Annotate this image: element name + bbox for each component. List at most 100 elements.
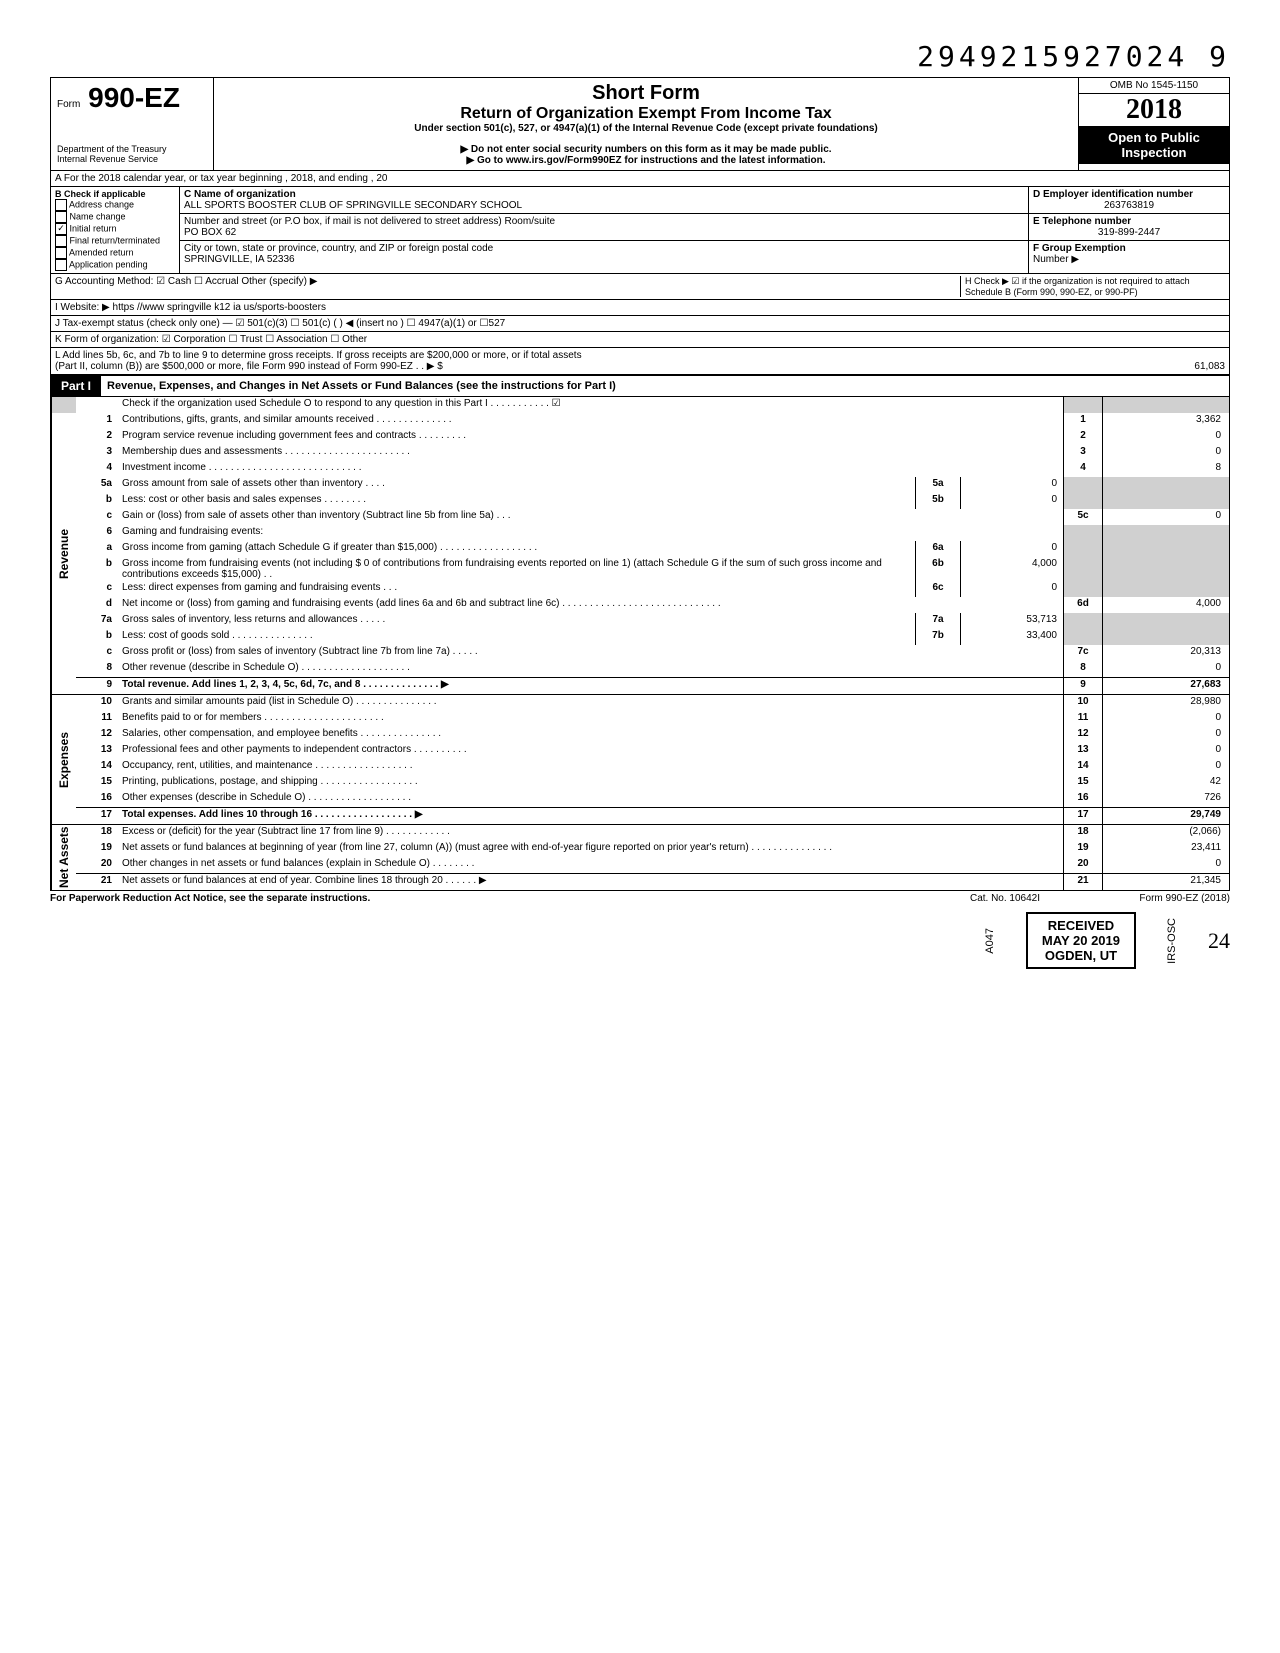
end-col: 21 [1063,874,1102,890]
dln-number: 2949215927024 9 [50,40,1230,73]
line-desc: Net assets or fund balances at beginning… [118,841,1063,857]
end-val: 0 [1102,509,1229,525]
mid-col: 7a [915,613,960,629]
line-num: b [76,629,118,645]
dept-label: Department of the Treasury [57,144,207,154]
chk-label: Final return/terminated [70,235,161,245]
line-num: 7a [76,613,118,629]
schedule-o-check: Check if the organization used Schedule … [118,397,1063,413]
line-desc: Gross income from gaming (attach Schedul… [118,541,915,557]
row-l-line1: L Add lines 5b, 6c, and 7b to line 9 to … [55,350,1225,361]
end-col: 11 [1063,711,1102,727]
mid-col: 5a [915,477,960,493]
line-desc: Net assets or fund balances at end of ye… [118,874,1063,890]
line-num: c [76,509,118,525]
warning-1: ▶ Do not enter social security numbers o… [222,144,1070,155]
row-l-value: 61,083 [1115,361,1225,372]
irs-label: Internal Revenue Service [57,154,207,164]
part-1-title: Revenue, Expenses, and Changes in Net As… [101,378,1229,394]
chk-initial-return[interactable]: ✓ Initial return [55,223,175,235]
name-label: C Name of organization [184,189,1024,200]
chk-amended[interactable]: Amended return [55,247,175,259]
omb-number: OMB No 1545-1150 [1079,78,1229,94]
line-desc: Printing, publications, postage, and shi… [118,775,1063,791]
chk-pending[interactable]: Application pending [55,259,175,271]
expenses-side-label: Expenses [51,695,76,824]
line-num: 19 [76,841,118,857]
line-num: 3 [76,445,118,461]
mid-val: 33,400 [960,629,1063,645]
line-desc: Gross income from fundraising events (no… [118,557,915,581]
mid-val: 0 [960,541,1063,557]
mid-col: 7b [915,629,960,645]
short-form-title: Short Form [222,82,1070,105]
line-num: 4 [76,461,118,477]
street-label: Number and street (or P.O box, if mail i… [184,216,1024,227]
group-number: Number ▶ [1033,254,1225,265]
line-num: 10 [76,695,118,711]
form-990ez: 990-EZ [88,82,180,113]
end-val: 29,749 [1102,808,1229,824]
phone-label: E Telephone number [1033,216,1225,227]
line-desc: Other changes in net assets or fund bala… [118,857,1063,873]
end-col: 19 [1063,841,1102,857]
row-l-line2: (Part II, column (B)) are $500,000 or mo… [55,361,1115,372]
city-label: City or town, state or province, country… [184,243,1024,254]
line-desc: Membership dues and assessments . . . . … [118,445,1063,461]
line-num: 12 [76,727,118,743]
main-title: Return of Organization Exempt From Incom… [222,105,1070,123]
phone-value: 319-899-2447 [1033,227,1225,238]
line-desc: Salaries, other compensation, and employ… [118,727,1063,743]
end-val: 0 [1102,429,1229,445]
mid-val: 0 [960,477,1063,493]
line-num: b [76,493,118,509]
chk-final-return[interactable]: Final return/terminated [55,235,175,247]
end-col: 20 [1063,857,1102,873]
end-col: 7c [1063,645,1102,661]
line-num: 13 [76,743,118,759]
section-b-label: B Check if applicable [55,189,175,199]
tax-year: 2018 [1079,94,1229,126]
line-num: 2 [76,429,118,445]
line-desc: Excess or (deficit) for the year (Subtra… [118,825,1063,841]
line-desc: Gaming and fundraising events: [118,525,1063,541]
chk-label: Initial return [70,223,117,233]
line-desc: Net income or (loss) from gaming and fun… [118,597,1063,613]
end-val: 0 [1102,727,1229,743]
row-j-tax-status: J Tax-exempt status (check only one) — ☑… [50,315,1230,331]
end-col: 17 [1063,808,1102,824]
line-desc: Gross sales of inventory, less returns a… [118,613,915,629]
line-num: 20 [76,857,118,873]
line-num: 14 [76,759,118,775]
end-col: 8 [1063,661,1102,677]
end-col: 15 [1063,775,1102,791]
line-desc: Contributions, gifts, grants, and simila… [118,413,1063,429]
ein-value: 263763819 [1033,200,1225,211]
chk-name-change[interactable]: Name change [55,211,175,223]
line-desc: Program service revenue including govern… [118,429,1063,445]
end-val: 23,411 [1102,841,1229,857]
line-desc: Investment income . . . . . . . . . . . … [118,461,1063,477]
mid-val: 0 [960,581,1063,597]
end-val: 726 [1102,791,1229,807]
handwritten-number: 24 [1208,928,1230,954]
end-col: 14 [1063,759,1102,775]
end-val: 42 [1102,775,1229,791]
end-col: 3 [1063,445,1102,461]
line-num: c [76,581,118,597]
row-h: H Check ▶ ☑ if the organization is not r… [960,276,1225,297]
line-desc: Gain or (loss) from sale of assets other… [118,509,1063,525]
ein-label: D Employer identification number [1033,189,1225,200]
data-table: Check if the organization used Schedule … [50,397,1230,891]
group-label: F Group Exemption [1033,243,1225,254]
chk-address-change[interactable]: Address change [55,199,175,211]
line-num: 17 [76,808,118,824]
line-desc: Grants and similar amounts paid (list in… [118,695,1063,711]
end-val: 8 [1102,461,1229,477]
mid-col: 5b [915,493,960,509]
end-col: 18 [1063,825,1102,841]
line-num: d [76,597,118,613]
line-num: c [76,645,118,661]
received-stamp: RECEIVED MAY 20 2019 OGDEN, UT [1026,912,1136,969]
end-val: 21,345 [1102,874,1229,890]
